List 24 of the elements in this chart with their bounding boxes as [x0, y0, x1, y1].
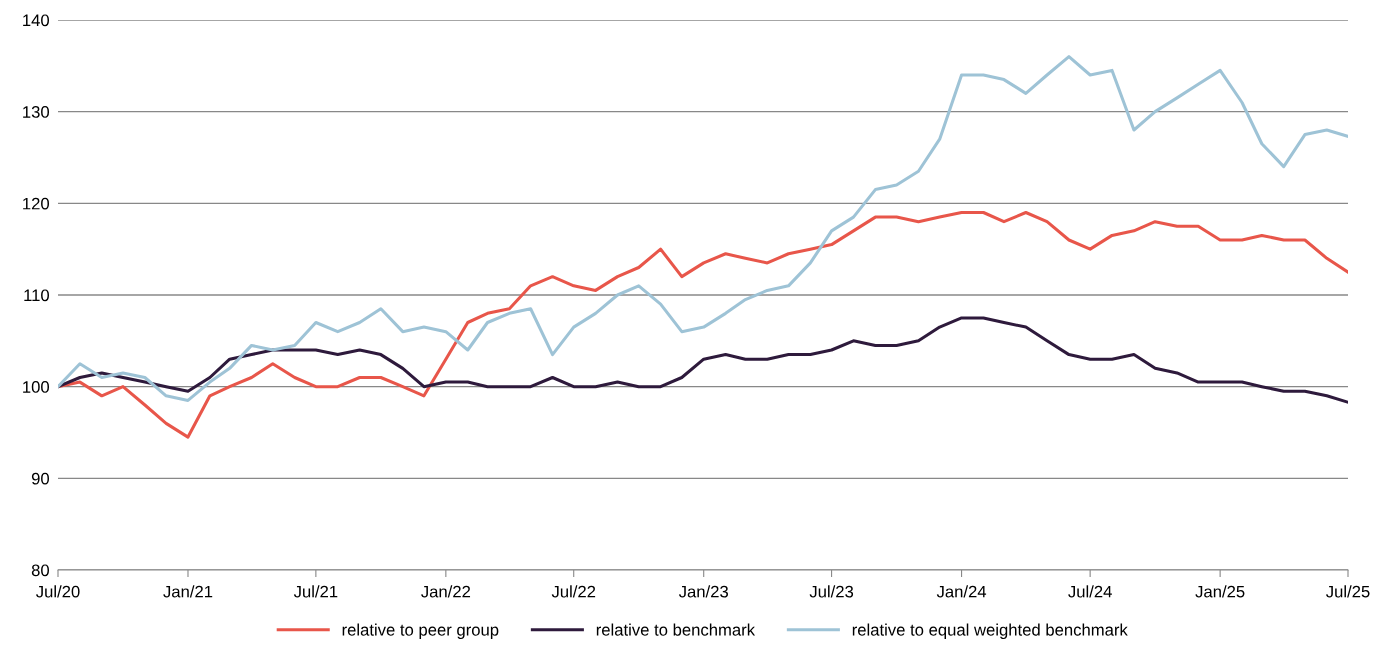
x-tick-label: Jan/25 [1195, 585, 1245, 598]
y-tick-label: 100 [23, 381, 50, 393]
line-series [58, 55, 1348, 402]
x-tick-label: Jul/22 [551, 585, 596, 598]
y-tick-label: 80 [31, 564, 50, 577]
y-tick-label: 90 [31, 472, 50, 485]
y-tick-label: 130 [23, 106, 50, 118]
legend-label: relative to equal weighted benchmark [852, 623, 1128, 640]
y-tick-label: 140 [23, 14, 50, 27]
legend-label: relative to peer group [342, 623, 499, 640]
x-tick-label: Jan/23 [678, 585, 728, 598]
legend-label: relative to benchmark [596, 623, 756, 636]
x-tick-label: Jul/23 [809, 585, 854, 598]
x-tick-label: Jul/25 [1326, 585, 1370, 598]
line-series [58, 210, 1348, 439]
x-tick-label: Jan/24 [936, 585, 987, 598]
y-tick-label: 110 [24, 289, 50, 302]
y-tick-label: 120 [23, 197, 50, 210]
x-tick-label: Jul/24 [1068, 585, 1112, 598]
x-tick-label: Jan/22 [421, 585, 471, 598]
line-series [58, 316, 1348, 404]
x-tick-label: Jul/21 [293, 585, 338, 598]
x-tick-label: Jan/21 [163, 585, 213, 598]
x-tick-label: Jul/20 [36, 585, 80, 598]
